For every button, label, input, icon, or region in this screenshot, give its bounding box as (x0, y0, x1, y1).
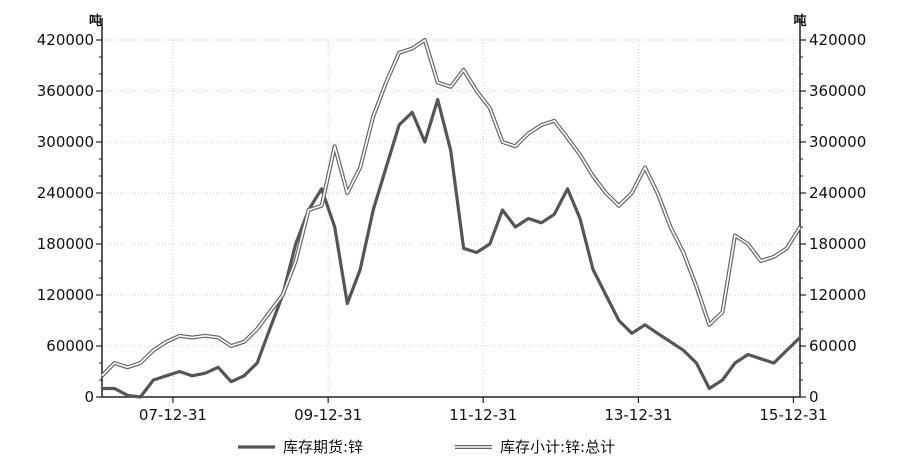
series-line-total-outer (100, 38, 802, 378)
y-tick-label-right: 300000 (809, 133, 866, 151)
y-tick-label-right: 240000 (809, 184, 866, 202)
y-tick-label-right: 0 (809, 388, 819, 406)
legend: 库存期货:锌 库存小计:锌:总计 (238, 438, 615, 456)
y-tick-label-left: 60000 (46, 337, 94, 355)
y-tick-label-left: 180000 (37, 235, 94, 253)
axis-labels: 0 0 60000 60000 120000 120000 180000 180000 2400… (37, 13, 867, 424)
series-lines (100, 38, 802, 399)
y-tick-label-right: 360000 (809, 82, 866, 100)
series-line-futures (102, 97, 802, 399)
axes (96, 18, 806, 403)
y-tick-label-left: 120000 (37, 286, 94, 304)
x-tick-label: 15-12-31 (759, 406, 827, 424)
y-tick-label-right: 60000 (809, 337, 857, 355)
y-tick-label-left: 240000 (37, 184, 94, 202)
y-tick-label-right: 420000 (809, 31, 866, 49)
x-tick-label: 07-12-31 (139, 406, 207, 424)
grid-lines (102, 39, 800, 397)
y-tick-label-left: 300000 (37, 133, 94, 151)
y-unit-label-right: 吨 (793, 13, 806, 29)
x-tick-label: 13-12-31 (604, 406, 672, 424)
y-tick-label-right: 180000 (809, 235, 866, 253)
y-unit-label-left: 吨 (89, 13, 102, 29)
y-tick-label-left: 0 (84, 388, 94, 406)
x-tick-label: 09-12-31 (294, 406, 362, 424)
series-line-total-inner (101, 39, 801, 377)
legend-label-total: 库存小计:锌:总计 (500, 438, 615, 456)
x-tick-label: 11-12-31 (449, 406, 517, 424)
y-tick-label-right: 120000 (809, 286, 866, 304)
y-tick-label-left: 420000 (37, 31, 94, 49)
legend-label-futures: 库存期货:锌 (283, 438, 363, 456)
y-tick-label-left: 360000 (37, 82, 94, 100)
